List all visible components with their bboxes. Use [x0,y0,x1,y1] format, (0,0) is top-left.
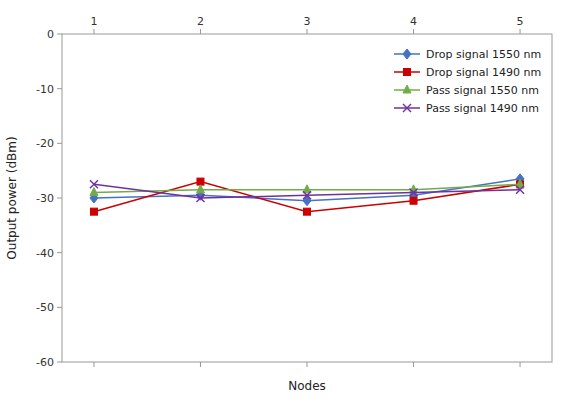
data-point [410,189,418,197]
data-point [516,186,524,194]
legend-label: Pass signal 1550 nm [426,84,539,97]
chart: 0 -10 -20 -30 -40 -50 -60 1 2 3 4 5 Nodes Output powe… [0,0,567,408]
x-tick-top [307,29,308,34]
data-point [90,208,97,215]
y-tick-label: -50 [36,301,54,314]
y-tick [57,362,62,363]
data-point [196,185,204,193]
x-tick [307,362,308,367]
y-tick-label: -60 [36,356,54,369]
legend-marker [403,85,411,93]
x-tick [200,362,201,367]
x-axis-label: Nodes [288,379,326,393]
x-tick-top [413,29,414,34]
legend-marker [404,69,411,76]
y-tick [57,88,62,89]
data-point [196,194,204,202]
x-tick-label: 5 [517,15,524,28]
data-point [90,188,98,196]
legend-label: Drop signal 1490 nm [426,66,541,79]
plot-data [90,174,524,215]
y-tick [57,307,62,308]
legend-label: Drop signal 1550 nm [426,48,541,61]
x-tick [413,362,414,367]
y-tick-label: -20 [36,137,54,150]
data-point [304,208,311,215]
y-axis-label: Output power (dBm) [5,136,19,259]
y-tick [57,34,62,35]
y-tick-label: 0 [47,28,54,41]
series-line [94,182,520,212]
x-tick-label: 3 [304,15,311,28]
x-tick-label: 1 [90,15,97,28]
data-point [90,180,98,188]
x-tick-top [93,29,94,34]
y-tick-label: -30 [36,192,54,205]
y-tick-label: -10 [36,83,54,96]
data-point [410,197,417,204]
y-tick [57,198,62,199]
x-tick [520,362,521,367]
y-tick-label: -40 [36,247,54,260]
x-tick-label: 2 [197,15,204,28]
legend-label: Pass signal 1490 nm [426,102,539,115]
y-tick [57,143,62,144]
legend-marker [403,104,411,112]
legend: Drop signal 1550 nm Drop signal 1490 nm Pa… [394,48,541,115]
plot-frame [62,34,552,362]
legend-marker [403,49,411,59]
x-tick-label: 4 [410,15,417,28]
x-tick-top [200,29,201,34]
x-tick-top [520,29,521,34]
x-tick [93,362,94,367]
y-tick [57,252,62,253]
data-point [303,191,311,199]
